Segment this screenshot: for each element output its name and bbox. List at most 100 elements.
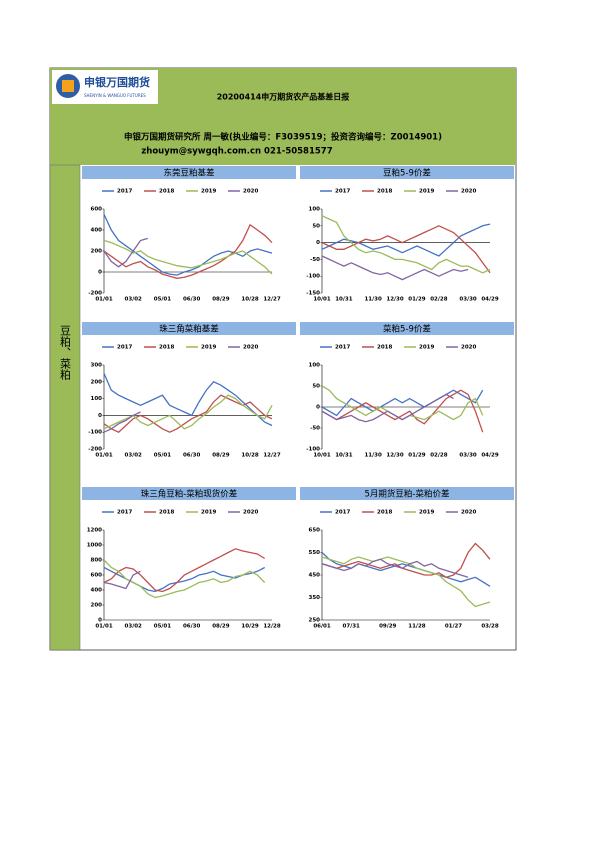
legend-label: 2019	[419, 345, 434, 351]
series-line	[321, 393, 454, 423]
y-tick-label: 100	[309, 363, 321, 369]
x-tick-label: 02/28	[430, 453, 447, 459]
y-tick-label: 0	[98, 270, 102, 276]
series-line	[321, 215, 491, 274]
y-tick-label: 350	[309, 595, 321, 601]
chart-title-bar	[300, 166, 514, 179]
y-tick-label: 450	[309, 573, 321, 579]
y-tick-label: 600	[91, 573, 103, 579]
x-tick-label: 12/27	[263, 297, 280, 303]
author-line: 申银万国期货研究所 周一敏(执业编号：F3039519；投资咨询编号：Z0014…	[124, 132, 442, 143]
x-tick-label: 12/28	[263, 624, 280, 630]
y-tick-label: -100	[88, 430, 102, 436]
y-tick-label: 50	[312, 384, 320, 390]
series-line	[321, 225, 491, 274]
legend-label: 2020	[243, 345, 258, 351]
series-line	[321, 552, 491, 587]
x-tick-label: 08/29	[212, 297, 229, 303]
series-line	[321, 558, 469, 578]
legend-label: 2019	[201, 345, 216, 351]
series-line	[321, 389, 484, 417]
x-tick-label: 03/02	[125, 297, 142, 303]
x-tick-label: 10/01	[313, 453, 330, 459]
y-tick-label: -50	[310, 257, 320, 263]
y-tick-label: 200	[91, 379, 103, 385]
x-tick-label: 06/30	[183, 624, 200, 630]
x-tick-label: 11/30	[364, 297, 381, 303]
x-tick-label: 01/01	[95, 453, 112, 459]
legend-label: 2019	[419, 189, 434, 195]
x-tick-label: 07/31	[343, 624, 360, 630]
y-tick-label: 200	[91, 603, 103, 609]
y-tick-label: 550	[309, 550, 321, 556]
report-title: 20200414申万期货农产品基差日报	[217, 92, 350, 102]
legend-label: 2020	[461, 345, 476, 351]
x-tick-label: 05/01	[154, 453, 171, 459]
x-tick-label: 12/30	[386, 453, 403, 459]
series-line	[103, 411, 141, 433]
series-line	[103, 223, 273, 279]
y-tick-label: -100	[306, 447, 320, 453]
x-tick-label: 05/01	[154, 297, 171, 303]
legend-label: 2019	[201, 510, 216, 516]
chart-title-bar	[82, 166, 296, 179]
series-line	[103, 237, 148, 268]
x-tick-label: 11/30	[364, 453, 381, 459]
x-tick-label: 03/30	[459, 453, 476, 459]
logo-text: 申银万国期货	[84, 75, 150, 89]
x-tick-label: 01/27	[445, 624, 462, 630]
chart-title: 珠三角豆粕-菜粕现货价差	[141, 489, 238, 500]
series-line	[321, 389, 484, 433]
legend-label: 2019	[419, 510, 434, 516]
x-tick-label: 03/02	[125, 453, 142, 459]
contact-line: zhouym@sywgqh.com.cn 021-50581577	[141, 147, 332, 157]
y-tick-label: 0	[316, 240, 320, 246]
y-tick-label: 0	[98, 413, 102, 419]
series-line	[321, 556, 491, 608]
y-tick-label: -100	[306, 274, 320, 280]
x-tick-label: 06/30	[183, 453, 200, 459]
x-tick-label: 05/01	[154, 624, 171, 630]
y-tick-label: -200	[88, 291, 102, 297]
legend-label: 2020	[461, 510, 476, 516]
y-tick-label: 100	[309, 207, 321, 213]
series-line	[103, 559, 266, 599]
series-line	[103, 394, 273, 433]
logo-sub: SHENYIN & WANGUO FUTURES	[84, 93, 146, 98]
x-tick-label: 10/31	[335, 297, 352, 303]
y-tick-label: 400	[91, 588, 103, 594]
chart-title-bar	[82, 322, 296, 335]
x-tick-label: 03/02	[125, 624, 142, 630]
chart-title-bar	[82, 487, 296, 500]
legend-label: 2020	[243, 510, 258, 516]
y-tick-label: 300	[91, 363, 103, 369]
x-tick-label: 01/01	[95, 624, 112, 630]
series-line	[103, 373, 273, 427]
legend-label: 2020	[461, 189, 476, 195]
y-tick-label: 50	[312, 223, 320, 229]
y-tick-label: 0	[316, 405, 320, 411]
x-tick-label: 10/01	[313, 297, 330, 303]
x-tick-label: 10/29	[241, 624, 258, 630]
x-tick-label: 11/28	[408, 624, 425, 630]
side-band	[49, 164, 81, 651]
legend-label: 2017	[117, 510, 132, 516]
y-tick-label: 100	[91, 396, 103, 402]
y-tick-label: -50	[310, 426, 320, 432]
chart-title-bar	[300, 322, 514, 335]
x-tick-label: 03/30	[459, 297, 476, 303]
chart-title: 东莞豆粕基差	[163, 168, 214, 179]
y-tick-label: 0	[98, 618, 102, 624]
legend-label: 2017	[335, 189, 350, 195]
y-tick-label: 250	[309, 618, 321, 624]
y-tick-label: 400	[91, 228, 103, 234]
x-tick-label: 09/29	[379, 624, 396, 630]
x-tick-label: 03/28	[481, 624, 498, 630]
logo-icon-inner	[62, 80, 74, 92]
x-tick-label: 01/29	[408, 453, 425, 459]
x-tick-label: 06/01	[313, 624, 330, 630]
x-tick-label: 10/31	[335, 453, 352, 459]
legend-label: 2019	[201, 189, 216, 195]
x-tick-label: 08/29	[212, 453, 229, 459]
